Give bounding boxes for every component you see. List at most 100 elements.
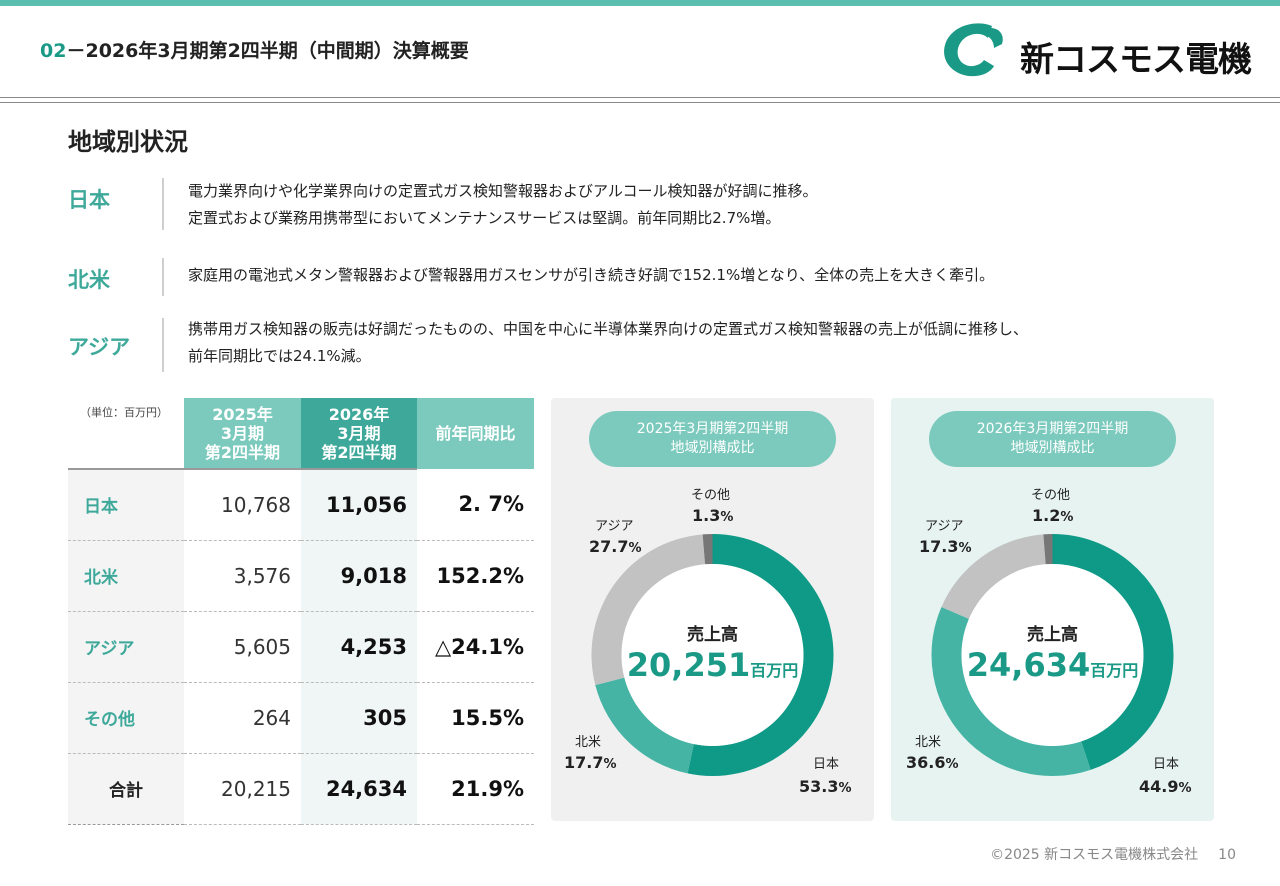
header-dash: － <box>66 40 86 62</box>
cosmos-logo-icon <box>944 23 1003 77</box>
header-line: 第2四半期 <box>204 442 281 462</box>
cell-fy2025: 10,768 <box>184 469 301 541</box>
cell-fy2026: 305 <box>301 682 417 754</box>
cell-yoy: △24.1% <box>417 611 534 683</box>
company-logo: 新コスモス電機 <box>940 20 1252 80</box>
table-row: アジア 5,605 4,253 △24.1% <box>68 611 534 683</box>
section-title: 地域別状況 <box>68 128 188 156</box>
description-line: 電力業界向けや化学業界向けの定置式ガス検知警報器およびアルコール検知器が好調に推… <box>188 182 818 200</box>
pct-japan: 44.9% <box>1139 777 1192 796</box>
donut-title-line: 地域別構成比 <box>670 440 755 456</box>
segment-japan <box>687 534 834 776</box>
row-region-name: 北米 <box>68 540 184 612</box>
segment-japan <box>1052 534 1174 770</box>
label-japan: 日本 <box>1153 757 1180 772</box>
donut-hole <box>621 564 804 746</box>
donut-title-pill: 2025年3月期第2四半期 地域別構成比 <box>589 411 836 467</box>
table-row: 北米 3,576 9,018 152.2% <box>68 540 534 612</box>
copyright: ©2025 新コスモス電機株式会社 <box>990 847 1199 863</box>
description-line: 家庭用の電池式メタン警報器および警報器用ガスセンサが引き続き好調で152.1%増… <box>188 266 995 284</box>
cell-fy2026: 24,634 <box>301 753 417 825</box>
page-header: 02－2026年3月期第2四半期（中間期）決算概要 <box>40 36 469 63</box>
cell-fy2026: 11,056 <box>301 469 417 541</box>
donut-chart <box>931 534 1174 776</box>
header-line: 2026年 <box>328 404 390 424</box>
description-line: 前年同期比では24.1%減。 <box>188 347 371 365</box>
description-line: 携帯用ガス検知器の販売は好調だったものの、中国を中心に半導体業界向けの定置式ガス… <box>188 320 1029 338</box>
header-fy2026: 2026年 3月期 第2四半期 <box>301 398 417 470</box>
donut-title-line: 地域別構成比 <box>1010 440 1095 456</box>
label-other: その他 <box>691 488 731 503</box>
donut-panel-fy2025: 2025年3月期第2四半期 地域別構成比 その他 1.3% アジア 27.7% … <box>551 398 874 821</box>
region-description: 家庭用の電池式メタン警報器および警報器用ガスセンサが引き続き好調で152.1%増… <box>188 262 994 289</box>
segment-asia <box>591 534 706 686</box>
segment-other <box>1043 534 1053 565</box>
description-line: 定置式および業務用携帯型においてメンテナンスサービスは堅調。前年同期比2.7%増… <box>188 209 781 227</box>
donut-center-label: 売上高 <box>687 625 738 645</box>
table-total-row: 合計 20,215 24,634 21.9% <box>68 753 534 825</box>
pct-north-america: 36.6% <box>906 753 959 772</box>
header-line: 2025年 <box>212 404 273 424</box>
label-asia: アジア <box>595 519 634 534</box>
table-row: その他 264 305 15.5% <box>68 682 534 754</box>
cell-fy2026: 4,253 <box>301 611 417 683</box>
cell-fy2025: 3,576 <box>184 540 301 612</box>
label-other: その他 <box>1031 488 1071 503</box>
header-line: 3月期 <box>220 423 265 443</box>
footer: ©2025 新コスモス電機株式会社 10 <box>990 844 1236 864</box>
row-region-name: アジア <box>68 611 184 683</box>
top-accent-bar <box>0 0 1280 6</box>
row-total-name: 合計 <box>68 753 184 825</box>
region-name: 北米 <box>68 268 110 292</box>
donut-title-pill: 2026年3月期第2四半期 地域別構成比 <box>929 411 1176 467</box>
segment-north-america <box>595 677 694 774</box>
page-number: 10 <box>1218 847 1236 863</box>
donut-center-value: 24,634百万円 <box>966 646 1139 684</box>
table-row: 日本 10,768 11,056 2. 7% <box>68 469 534 541</box>
segment-other <box>702 534 713 565</box>
header-line: 3月期 <box>337 423 381 443</box>
label-north-america: 北米 <box>915 735 942 750</box>
segment-north-america <box>931 606 1091 776</box>
header-title-text: 2026年3月期第2四半期（中間期）決算概要 <box>85 40 469 62</box>
table-header-row: 2025年 3月期 第2四半期 2026年 3月期 第2四半期 前年同期比 <box>68 398 534 470</box>
region-divider <box>162 318 164 372</box>
logo-wordmark: 新コスモス電機 <box>1020 40 1252 80</box>
section-number: 02 <box>40 40 67 62</box>
cell-fy2025: 5,605 <box>184 611 301 683</box>
cell-fy2025: 264 <box>184 682 301 754</box>
donut-title-line: 2026年3月期第2四半期 <box>976 421 1129 437</box>
region-name: アジア <box>68 335 131 359</box>
label-japan: 日本 <box>813 757 840 772</box>
donut-chart <box>591 534 834 776</box>
header-divider <box>0 97 1280 103</box>
region-description: 電力業界向けや化学業界向けの定置式ガス検知警報器およびアルコール検知器が好調に推… <box>188 178 818 232</box>
donut-center-label: 売上高 <box>1027 625 1078 645</box>
pct-other: 1.2% <box>1032 506 1074 525</box>
cell-yoy: 152.2% <box>417 540 534 612</box>
donut-center-value: 20,251百万円 <box>626 646 799 684</box>
segment-asia <box>941 534 1046 619</box>
row-region-name: 日本 <box>68 469 184 541</box>
cell-fy2025: 20,215 <box>184 753 301 825</box>
region-description: 携帯用ガス検知器の販売は好調だったものの、中国を中心に半導体業界向けの定置式ガス… <box>188 316 1028 370</box>
cell-yoy: 21.9% <box>417 753 534 825</box>
header-line: 第2四半期 <box>321 442 397 462</box>
pct-japan: 53.3% <box>799 777 852 796</box>
donut-hole <box>961 564 1144 746</box>
label-asia: アジア <box>925 519 964 534</box>
pct-asia: 17.3% <box>919 537 972 556</box>
donut-panel-fy2026: 2026年3月期第2四半期 地域別構成比 その他 1.2% アジア 17.3% … <box>891 398 1214 821</box>
header-fy2025: 2025年 3月期 第2四半期 <box>184 398 301 470</box>
header-yoy: 前年同期比 <box>417 398 534 469</box>
pct-asia: 27.7% <box>589 537 642 556</box>
region-divider <box>162 178 164 230</box>
pct-north-america: 17.7% <box>564 753 617 772</box>
region-divider <box>162 258 164 296</box>
cell-yoy: 2. 7% <box>417 469 534 541</box>
header-blank-cell <box>68 398 184 470</box>
row-region-name: その他 <box>68 682 184 754</box>
donut-title-line: 2025年3月期第2四半期 <box>636 421 789 437</box>
label-north-america: 北米 <box>575 735 602 750</box>
cell-fy2026: 9,018 <box>301 540 417 612</box>
